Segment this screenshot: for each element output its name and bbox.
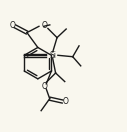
Text: O: O — [62, 97, 68, 106]
Text: O: O — [41, 21, 47, 30]
Text: O: O — [42, 82, 48, 91]
Text: O: O — [9, 21, 15, 30]
Text: Si: Si — [49, 51, 56, 60]
